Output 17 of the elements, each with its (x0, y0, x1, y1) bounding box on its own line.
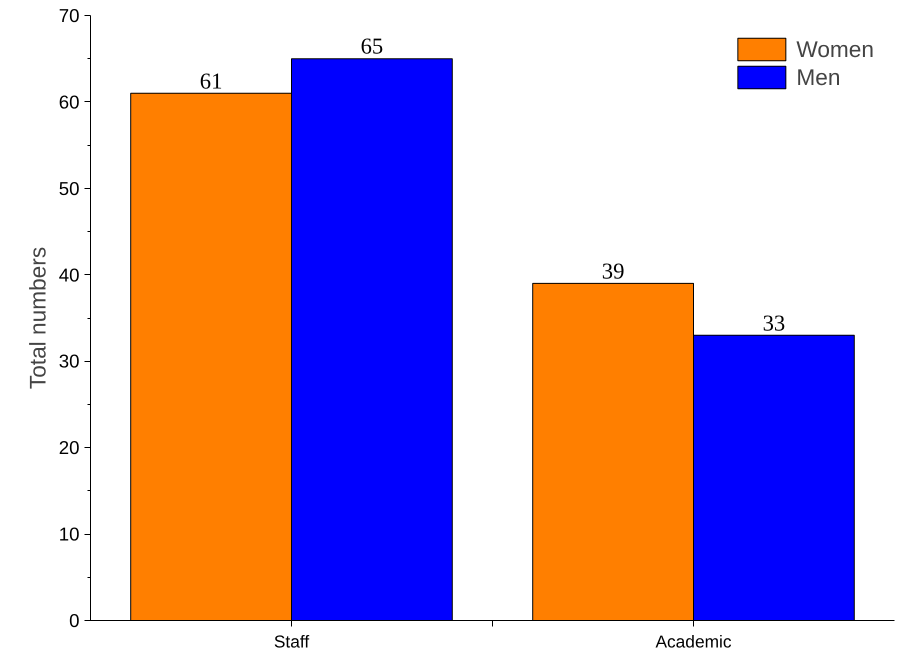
y-tick-label: 10 (58, 524, 80, 545)
y-tick-label: 30 (58, 350, 80, 372)
data-label: 65 (360, 34, 384, 59)
y-tick-label: 60 (58, 91, 80, 112)
y-tick-label: 50 (58, 178, 80, 199)
x-tick-label: Staff (274, 632, 310, 652)
legend-label: Men (796, 64, 840, 90)
y-tick-label: 20 (58, 437, 80, 458)
y-tick-label: 40 (58, 264, 80, 286)
legend-label: Women (796, 36, 874, 62)
data-label: 61 (200, 68, 222, 94)
data-label: 39 (602, 258, 624, 284)
y-tick-label: 70 (58, 5, 80, 26)
x-tick-label: Academic (655, 632, 732, 652)
y-tick-label: 0 (69, 610, 80, 631)
data-label: 33 (762, 310, 786, 336)
y-axis-title: Total numbers (24, 246, 51, 390)
